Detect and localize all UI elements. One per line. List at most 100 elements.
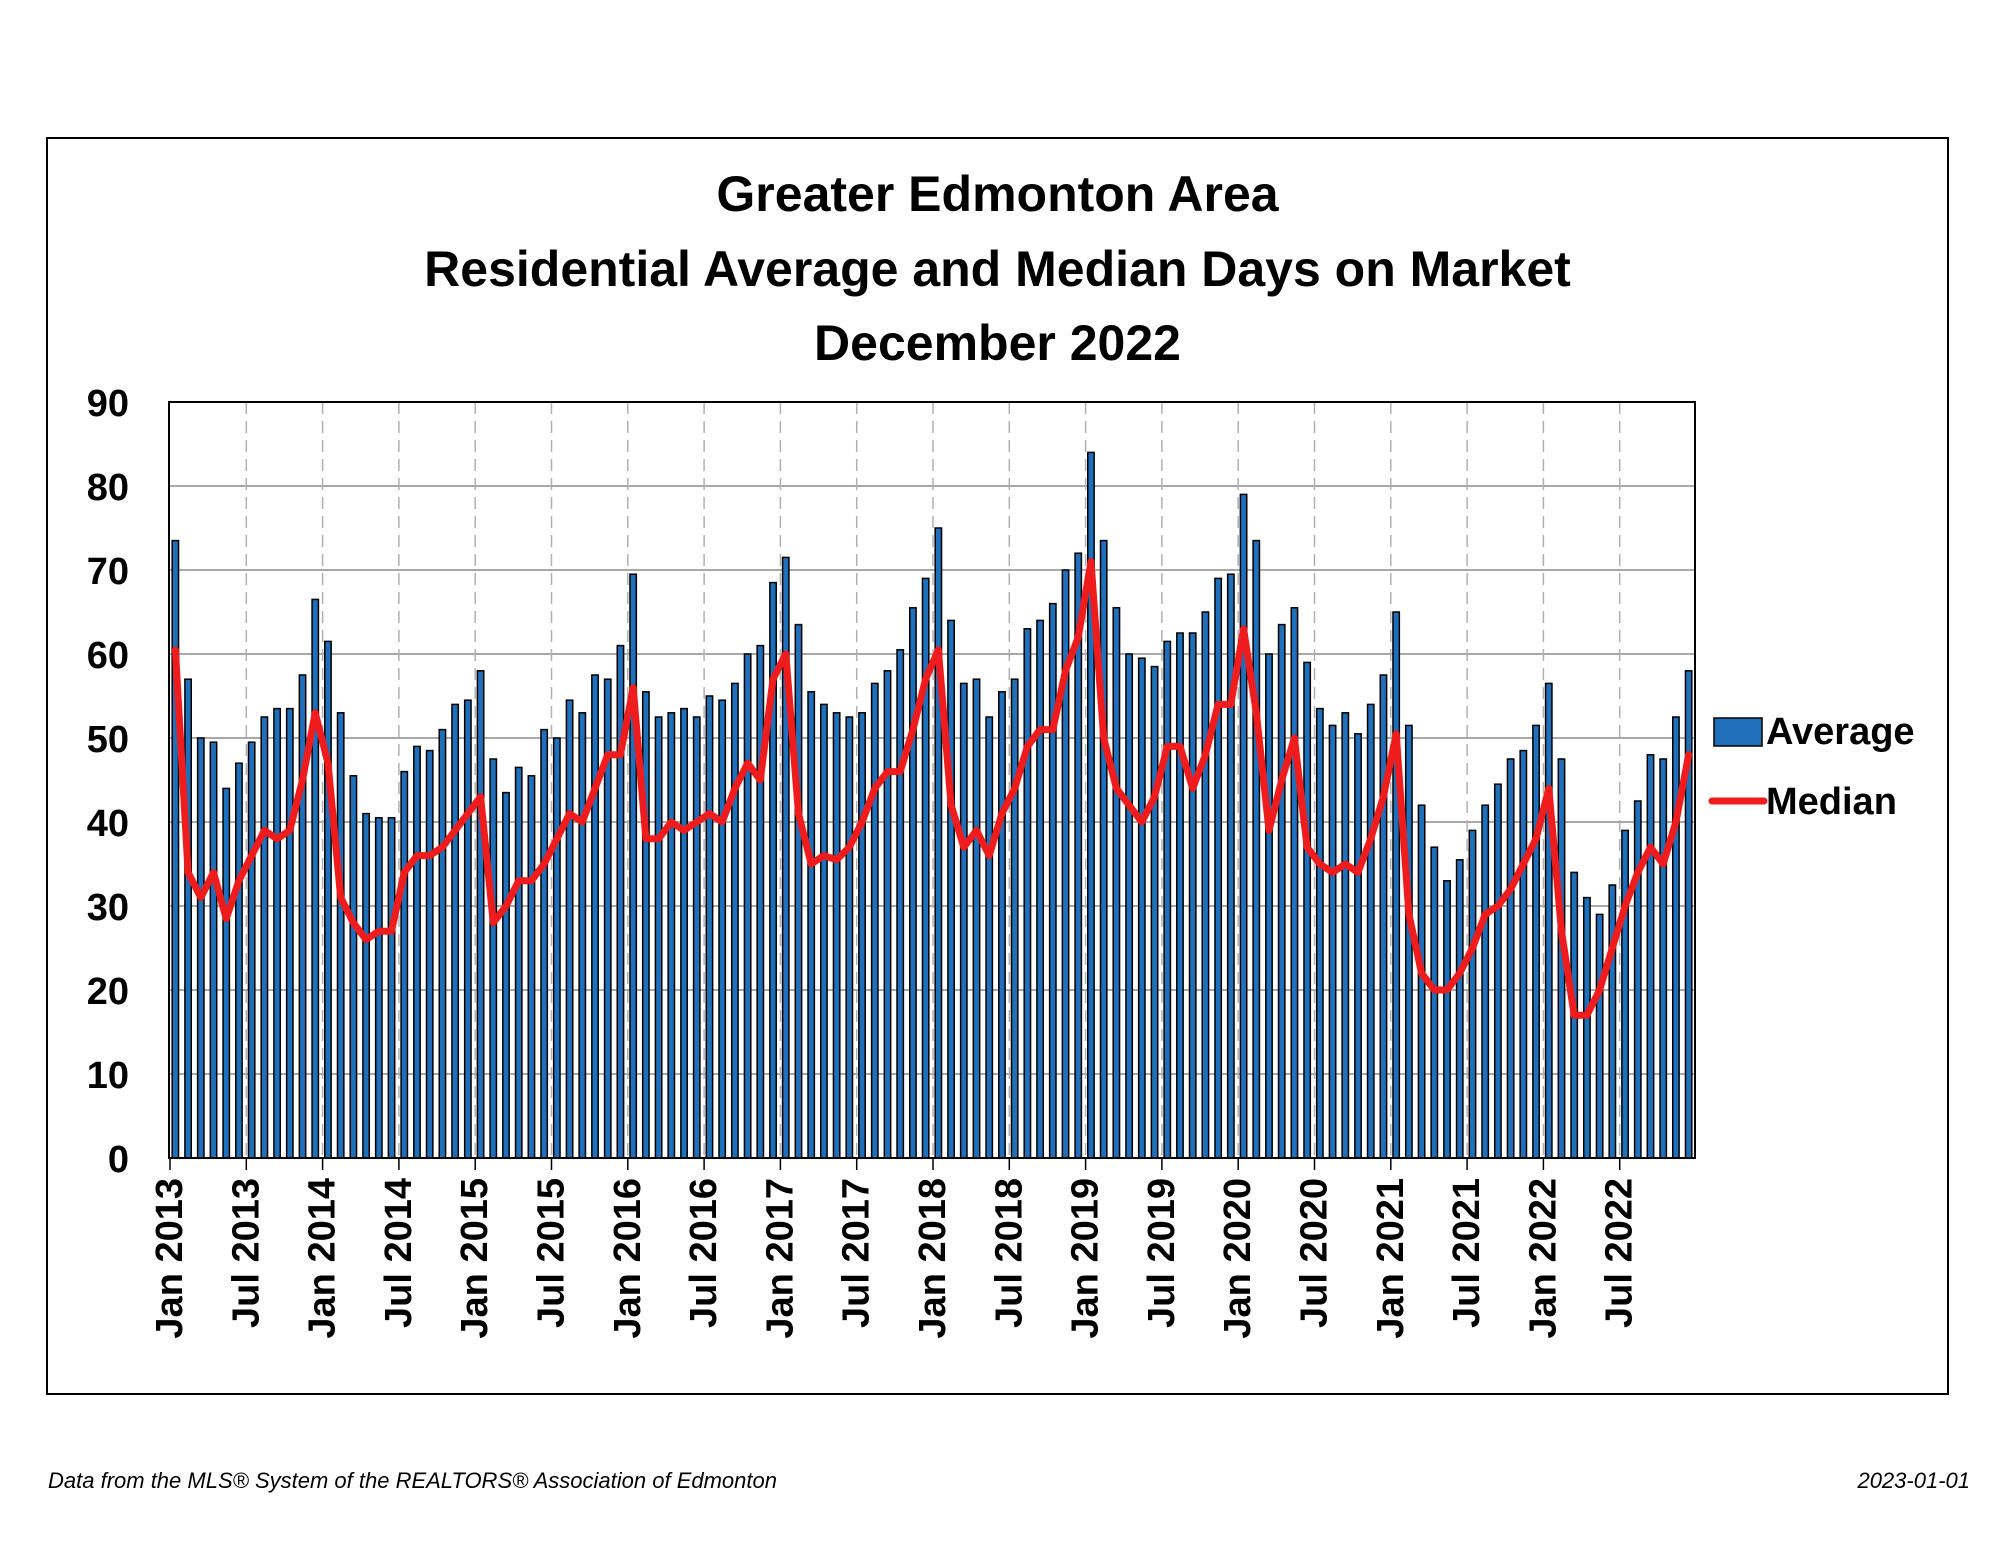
bar-average [641,691,650,1159]
x-tick-label: Jan 2013 [149,1178,191,1339]
bar-average [667,712,676,1159]
bar-average [947,619,956,1159]
bar-average [540,728,549,1159]
bar-average [1023,628,1032,1159]
chart-title-line-3: December 2022 [814,315,1181,371]
bar-average [1188,632,1197,1159]
bar-average [1265,653,1273,1159]
bar-average [743,653,752,1159]
bar-average [1455,859,1464,1159]
x-tick-label: Jul 2015 [531,1178,573,1328]
bar-average [692,716,701,1159]
bar-average [832,712,841,1159]
bar-average [565,699,574,1159]
y-tick-label: 90 [87,383,129,425]
bar-average [1379,674,1388,1159]
bar-average [1532,724,1540,1159]
bar-average [680,707,688,1159]
y-tick-label: 40 [87,803,129,845]
bar-average [1633,800,1642,1159]
bar-average [374,817,383,1159]
bar-average [845,716,854,1159]
bar-average [1048,602,1057,1159]
bar-average [1443,880,1451,1159]
x-tick-label: Jan 2020 [1217,1178,1259,1339]
bar-average [260,716,269,1159]
bar-average [1481,804,1490,1159]
bar-average [235,762,243,1159]
chart-title-line-2: Residential Average and Median Days on M… [424,241,1571,297]
bar-average [654,716,663,1159]
bar-average [1646,754,1655,1159]
bar-average [1671,716,1680,1159]
x-tick-label: Jul 2020 [1294,1178,1336,1328]
bar-average [349,775,358,1159]
bar-average [1010,678,1019,1159]
bar-average [629,573,638,1159]
bar-average [552,737,561,1159]
plot-area [169,402,1695,1158]
bar-average [1303,661,1312,1159]
bar-average [247,741,256,1159]
bar-average [387,817,396,1159]
bar-average [222,787,231,1159]
bar-average [616,644,625,1159]
bar-average [502,791,510,1159]
legend-swatch-average [1713,717,1763,747]
bar-average [1544,682,1553,1159]
bar-average [1404,724,1413,1159]
bar-average [959,682,968,1159]
bar-average [972,678,981,1159]
bar-average [1036,619,1045,1159]
chart-title-line-1: Greater Edmonton Area [716,166,1279,222]
bar-average [883,670,892,1159]
bar-average [781,556,790,1159]
bar-average [298,674,307,1159]
x-tick-label: Jan 2017 [759,1178,801,1339]
x-tick-label: Jan 2021 [1370,1178,1412,1339]
bar-average [463,699,472,1159]
bar-average [1137,657,1146,1159]
bar-average [1392,611,1401,1159]
bar-average [285,707,294,1159]
bar-average [1659,758,1668,1159]
bar-average [362,812,371,1159]
bar-average [794,623,803,1159]
plot-border [168,401,1696,1159]
y-tick-label: 80 [87,467,129,509]
bar-average [718,699,727,1159]
x-tick-label: Jan 2015 [454,1178,496,1339]
bar-average [438,728,447,1159]
bar-average [896,649,905,1159]
date-note: 2023-01-01 [1857,1468,1970,1493]
bar-average [1354,733,1362,1159]
bar-average [1277,623,1286,1159]
bar-average [603,678,612,1159]
bar-average [591,674,599,1159]
bar-average [514,766,523,1159]
bar-average [705,695,714,1159]
bar-average [413,745,421,1159]
x-tick-label: Jan 2019 [1065,1178,1107,1339]
median-line [171,558,1693,1019]
bar-average [1239,493,1248,1159]
x-tick-label: Jul 2021 [1446,1178,1488,1328]
bar-average [756,644,765,1159]
bar-average [527,775,536,1159]
bar-average [324,640,332,1159]
bar-average [1176,632,1184,1159]
y-tick-label: 10 [87,1055,129,1097]
x-tick-label: Jul 2022 [1599,1178,1641,1328]
bar-average [425,749,434,1159]
bar-average [858,712,866,1159]
chart-frame [46,137,1949,1395]
bar-average [1201,611,1210,1159]
y-tick-label: 20 [87,971,129,1013]
bar-average [1214,577,1223,1159]
bar-average [1366,703,1375,1159]
x-tick-label: Jan 2014 [302,1178,344,1339]
bar-average [1226,573,1235,1159]
bar-average [1315,707,1324,1159]
bar-average [1595,913,1604,1159]
